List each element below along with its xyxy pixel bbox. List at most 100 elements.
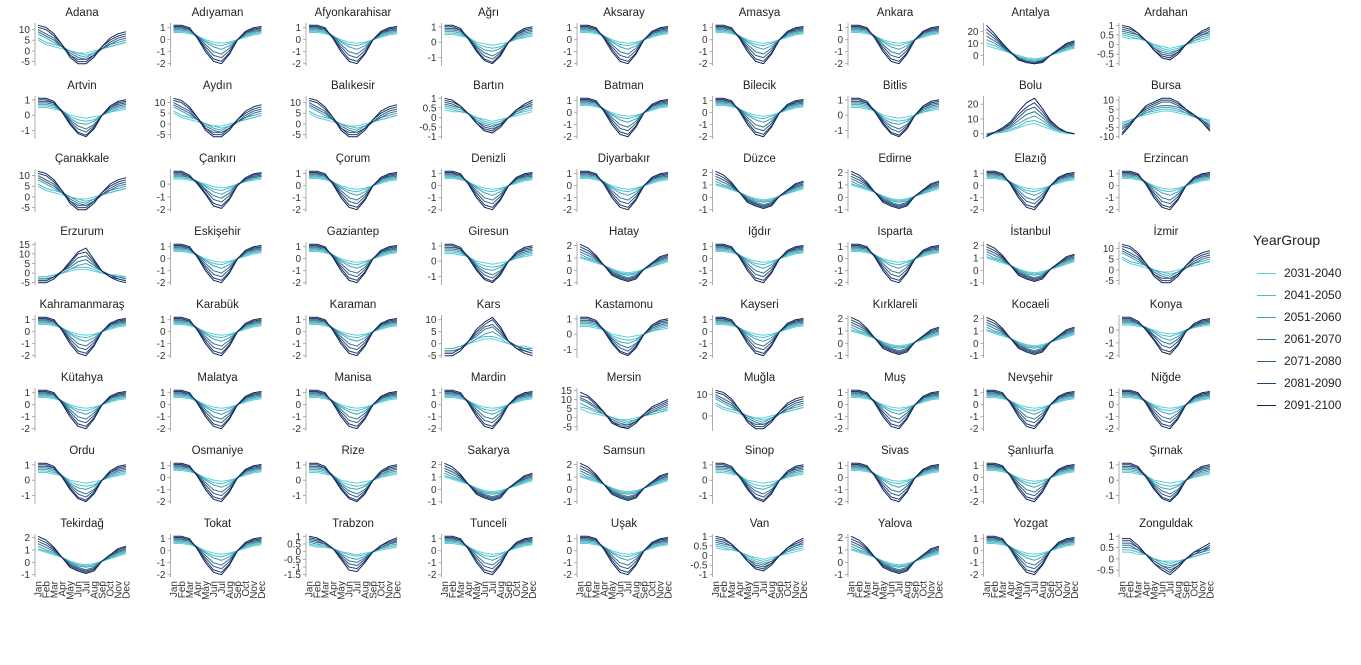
y-tick-label: 0 — [837, 35, 843, 46]
series-line-2091-2100 — [173, 24, 262, 65]
panel-Bilecik: Bilecik 10-1-2 — [699, 80, 804, 143]
series-line-2081-2090 — [580, 537, 669, 573]
series-line-2071-2080 — [579, 467, 669, 499]
panel-title: Kütahya — [61, 372, 104, 384]
series-line-2041-2050 — [579, 256, 669, 275]
series-line-2041-2050 — [37, 183, 127, 202]
x-tick-label: Apr — [1006, 580, 1017, 596]
legend-swatch — [1257, 404, 1276, 406]
y-tick-label: -2 — [157, 278, 166, 289]
series-line-2041-2050 — [38, 105, 127, 122]
series-line-2081-2090 — [851, 99, 940, 136]
series-line-2091-2100 — [309, 170, 398, 211]
series-line-2081-2090 — [986, 391, 1075, 427]
panel-Düzce: Düzce 21 0-1 — [699, 153, 804, 216]
panel-Samsun: Samsun 21 0-1 — [563, 445, 669, 508]
series-line-2061-2070 — [715, 101, 804, 128]
legend-item: 2031-2040 — [1253, 262, 1358, 284]
y-tick-label: 1 — [566, 314, 572, 325]
series-line-2091-2100 — [173, 97, 262, 138]
series-line-2071-2080 — [38, 255, 127, 282]
panel-title: Karabük — [196, 299, 239, 311]
series-line-2061-2070 — [309, 467, 398, 495]
series-line-2091-2100 — [715, 462, 804, 503]
y-tick-label: -2 — [292, 205, 301, 216]
series-line-2091-2100 — [309, 389, 398, 430]
series-line-2091-2100 — [986, 24, 1075, 65]
series-line-2041-2050 — [986, 541, 1075, 558]
x-tick-label: Jun — [209, 581, 220, 597]
y-tick-label: 10 — [19, 249, 31, 260]
y-tick-label: 0 — [431, 546, 437, 557]
y-tick-label: 1 — [160, 534, 166, 545]
series-line-2041-2050 — [715, 249, 804, 266]
y-tick-label: 1 — [1108, 21, 1114, 32]
x-tick-label: Jul — [217, 581, 228, 594]
y-tick-label: 0 — [973, 473, 979, 484]
series-line-2051-2060 — [173, 467, 262, 488]
y-tick-label: 0 — [295, 181, 301, 192]
y-tick-label: -1 — [699, 266, 708, 277]
y-tick-label: 0 — [702, 193, 708, 204]
x-tick-label: Sep — [504, 581, 515, 599]
y-tick-label: -2 — [970, 205, 979, 216]
y-tick-label: 2 — [566, 460, 572, 471]
series-line-2061-2070 — [1122, 467, 1211, 495]
panel-Aksaray: Aksaray 10-1-2 — [563, 7, 669, 70]
series-line-2051-2060 — [580, 175, 669, 196]
series-line-2041-2050 — [1122, 470, 1211, 487]
y-tick-label: 0 — [566, 413, 572, 424]
panel-title: Malatya — [197, 372, 238, 384]
series-line-2051-2060 — [715, 468, 804, 490]
y-tick-label: 5 — [24, 36, 30, 47]
x-tick-label: May — [743, 581, 754, 600]
panel-title: Uşak — [611, 518, 637, 530]
series-line-2061-2070 — [308, 104, 398, 133]
y-tick-label: -1 — [428, 132, 437, 143]
series-line-2081-2090 — [173, 172, 262, 207]
x-tick-label: Jun — [74, 581, 85, 597]
y-tick-label: 0 — [24, 192, 30, 203]
y-tick-label: 0 — [431, 400, 437, 411]
series-line-2051-2060 — [715, 248, 804, 269]
series-line-2041-2050 — [580, 324, 669, 341]
panel-Yozgat: Yozgat 10-1-2JanFebMarAprMayJunJulAugSepO… — [970, 518, 1081, 600]
y-tick-label: -1 — [21, 570, 30, 581]
series-line-2061-2070 — [309, 393, 398, 420]
y-tick-label: 0 — [24, 111, 30, 122]
series-line-2071-2080 — [308, 538, 398, 567]
series-line-2041-2050 — [173, 249, 262, 266]
y-tick-label: 15 — [19, 240, 31, 251]
series-line-2031-2040 — [308, 112, 398, 127]
panel-title: Erzincan — [1144, 153, 1189, 165]
y-tick-label: 0 — [295, 476, 301, 487]
y-tick-label: 0 — [566, 330, 572, 341]
series-line-2061-2070 — [173, 393, 262, 420]
y-tick-label: -2 — [699, 278, 708, 289]
x-tick-label: Feb — [42, 581, 53, 599]
series-line-2091-2100 — [1122, 389, 1211, 430]
series-line-2081-2090 — [986, 172, 1075, 208]
y-tick-label: 1 — [295, 23, 301, 34]
y-tick-label: 0 — [837, 193, 843, 204]
series-line-2061-2070 — [580, 101, 669, 128]
series-line-2041-2050 — [579, 475, 669, 494]
y-tick-label: 0 — [702, 35, 708, 46]
y-tick-label: 0 — [295, 119, 301, 130]
y-tick-label: 1 — [973, 461, 979, 472]
y-tick-label: 1 — [24, 460, 30, 471]
series-line-2041-2050 — [444, 251, 533, 268]
series-line-2051-2060 — [173, 29, 262, 50]
y-tick-label: -1 — [292, 412, 301, 423]
panel-Kastamonu: Kastamonu 1 0 -1 — [563, 299, 669, 358]
series-line-2041-2050 — [715, 322, 804, 339]
series-line-2081-2090 — [38, 99, 127, 136]
series-line-2061-2070 — [38, 102, 127, 130]
panel-title: Ardahan — [1144, 7, 1187, 19]
series-line-2051-2060 — [715, 102, 804, 123]
y-tick-label: 0 — [566, 266, 572, 277]
series-line-2051-2060 — [715, 543, 804, 564]
y-tick-label: -1 — [970, 485, 979, 496]
series-line-2091-2100 — [580, 97, 669, 138]
